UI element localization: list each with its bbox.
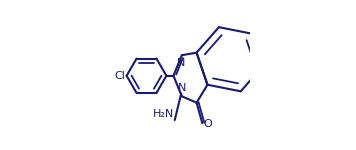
Text: O: O [204,119,213,129]
Text: H₂N: H₂N [153,109,174,119]
Text: Cl: Cl [115,71,125,81]
Text: N: N [177,58,185,68]
Text: N: N [178,83,187,93]
